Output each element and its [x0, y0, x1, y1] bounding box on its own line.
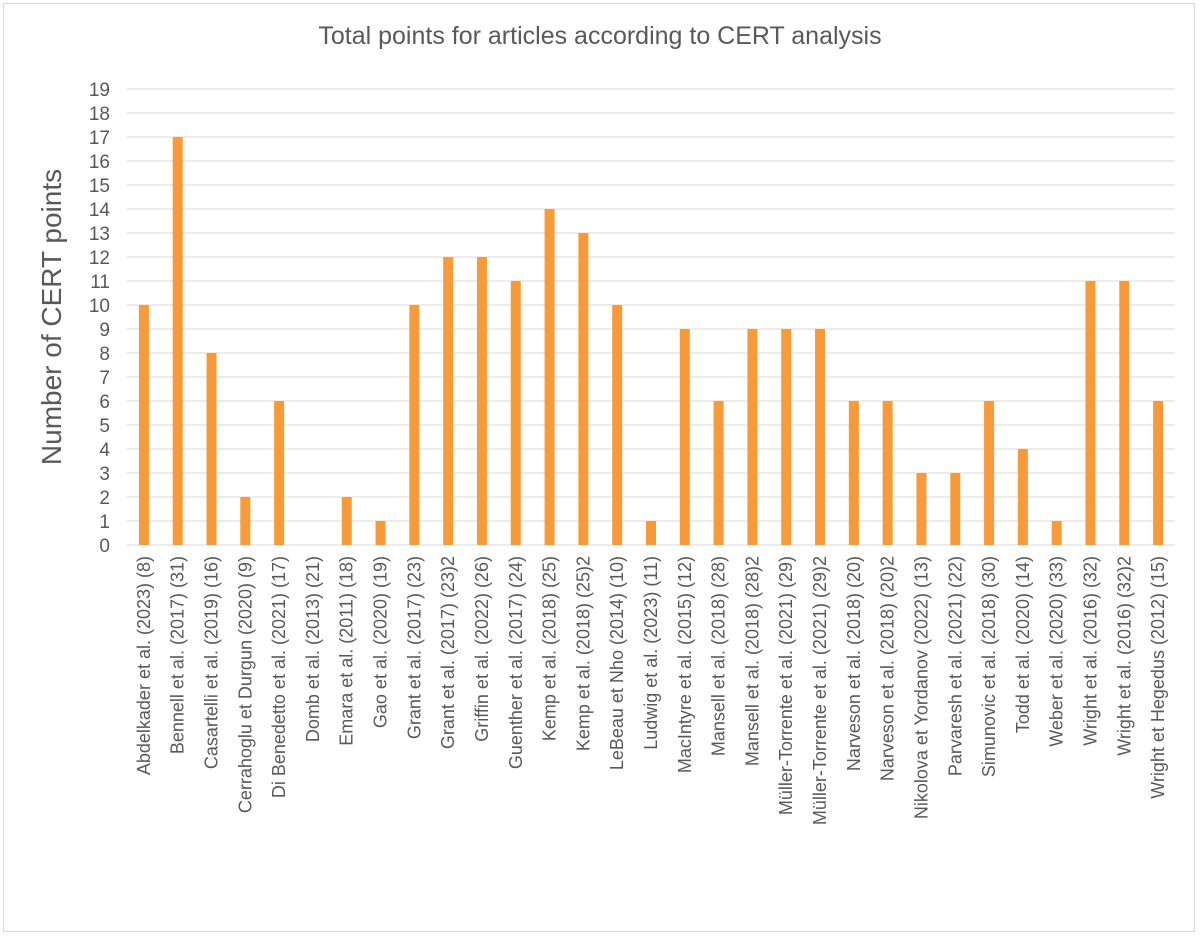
x-tick-label: Weber et al. (2020) (33): [1047, 556, 1067, 747]
bar: [341, 497, 352, 545]
bar: [1119, 281, 1130, 545]
x-tick-label: Parvaresh et al. (2021) (22): [945, 556, 965, 776]
x-tick-label: Müller-Torrente et al. (2021) (29)2: [810, 556, 830, 825]
x-tick-label: Narveson et al. (2018) (20)2: [878, 556, 898, 781]
bar: [1051, 521, 1062, 545]
x-tick-label: Bennell et al. (2017) (31): [168, 556, 188, 754]
y-tick-label: 7: [99, 368, 110, 389]
y-tick-label: 9: [99, 320, 110, 341]
bar: [578, 233, 589, 545]
bar: [172, 137, 183, 545]
bars: [138, 137, 1164, 545]
x-tick-label: Emara et al. (2011) (18): [337, 556, 357, 746]
y-tick-label: 19: [89, 80, 110, 101]
x-tick-label: Nikolova et Yordanov (2022) (13): [911, 556, 931, 819]
chart-title: Total points for articles according to C…: [318, 22, 882, 50]
y-tick-label: 2: [99, 488, 110, 509]
bar: [1017, 449, 1028, 545]
y-tick-label: 5: [99, 416, 110, 437]
x-tick-label: Kemp et al. (2018) (25)2: [573, 556, 593, 751]
x-tick-label: Mansell et al. (2018) (28)2: [742, 556, 762, 766]
y-tick-label: 13: [89, 224, 110, 245]
chart-frame: [3, 3, 1195, 932]
x-tick-label: Di Benedetto et al. (2021) (17): [269, 556, 289, 798]
x-tick-label: Narveson et al. (2018) (20): [844, 556, 864, 771]
x-tick-label: LeBeau et Nho (2014) (10): [607, 556, 627, 770]
x-tick-label: Mansell et al. (2018) (28): [709, 556, 729, 756]
x-tick-labels: Abdelkader et al. (2023) (8) Bennell et a…: [134, 556, 1168, 825]
x-tick-label: Abdelkader et al. (2023) (8): [134, 556, 154, 775]
x-tick-label: Grant et al. (2017) (23): [404, 556, 424, 739]
x-tick-label: Grant et al. (2017) (23)2: [438, 556, 458, 749]
y-tick-label: 11: [90, 272, 110, 293]
x-tick-label: Wright et al. (2016) (32)2: [1114, 556, 1134, 756]
y-tick-label: 1: [99, 512, 110, 533]
bar: [274, 401, 285, 545]
x-tick-label: Wright et al. (2016) (32): [1080, 556, 1100, 746]
bar: [138, 305, 149, 545]
x-tick-label: Ludwig et al. (2023) (11): [641, 556, 661, 750]
bar: [747, 329, 758, 545]
x-tick-label: Simunovic et al. (2018) (30): [979, 556, 999, 777]
bar: [612, 305, 623, 545]
gridlines: [127, 88, 1175, 546]
bar: [476, 257, 487, 545]
y-tick-label: 10: [89, 296, 110, 317]
bar: [409, 305, 420, 545]
bar: [206, 353, 217, 545]
y-tick-label: 15: [89, 176, 110, 197]
x-tick-label: Griffin et al. (2022) (26): [472, 556, 492, 742]
bar: [443, 257, 454, 545]
y-tick-label: 16: [89, 152, 110, 173]
bar: [1153, 401, 1164, 545]
y-tick-label: 8: [99, 344, 110, 365]
y-tick-label: 18: [89, 104, 110, 125]
y-tick-label: 0: [99, 536, 110, 557]
y-axis-label: Number of CERT points: [36, 169, 67, 465]
bar: [646, 521, 656, 545]
bar: [713, 401, 724, 545]
y-tick-label: 4: [99, 440, 110, 461]
bar: [240, 497, 251, 545]
bar: [1085, 281, 1096, 545]
x-tick-label: Kemp et al. (2018) (25): [540, 556, 560, 741]
bar: [510, 281, 521, 545]
x-tick-label: Guenther et al. (2017) (24): [506, 556, 526, 769]
x-tick-label: Gao et al. (2020) (19): [371, 556, 391, 728]
bar: [848, 401, 859, 545]
bar: [544, 209, 555, 545]
x-tick-label: Müller-Torrente et al. (2021) (29): [776, 556, 796, 815]
bar: [916, 473, 927, 545]
y-tick-label: 3: [99, 464, 110, 485]
x-tick-label: Wright et Hegedus (2012) (15): [1148, 556, 1168, 799]
x-tick-label: Todd et al. (2020) (14): [1013, 556, 1033, 733]
y-tick-label: 6: [99, 392, 110, 413]
x-tick-label: Domb et al. (2013) (21): [303, 556, 323, 742]
x-tick-label: MacIntyre et al. (2015) (12): [675, 556, 695, 773]
bar: [882, 401, 893, 545]
bar: [679, 329, 690, 545]
bar: [984, 401, 995, 545]
bar: [950, 473, 961, 545]
y-tick-label: 17: [89, 128, 110, 149]
y-tick-label: 14: [89, 200, 111, 221]
x-tick-label: Casartelli et al. (2019) (16): [202, 556, 222, 769]
x-tick-label: Cerrahoglu et Durgun (2020) (9): [235, 556, 255, 813]
bar: [815, 329, 826, 545]
bar: [375, 521, 386, 545]
y-tick-label: 12: [89, 248, 110, 269]
bar: [781, 329, 792, 545]
